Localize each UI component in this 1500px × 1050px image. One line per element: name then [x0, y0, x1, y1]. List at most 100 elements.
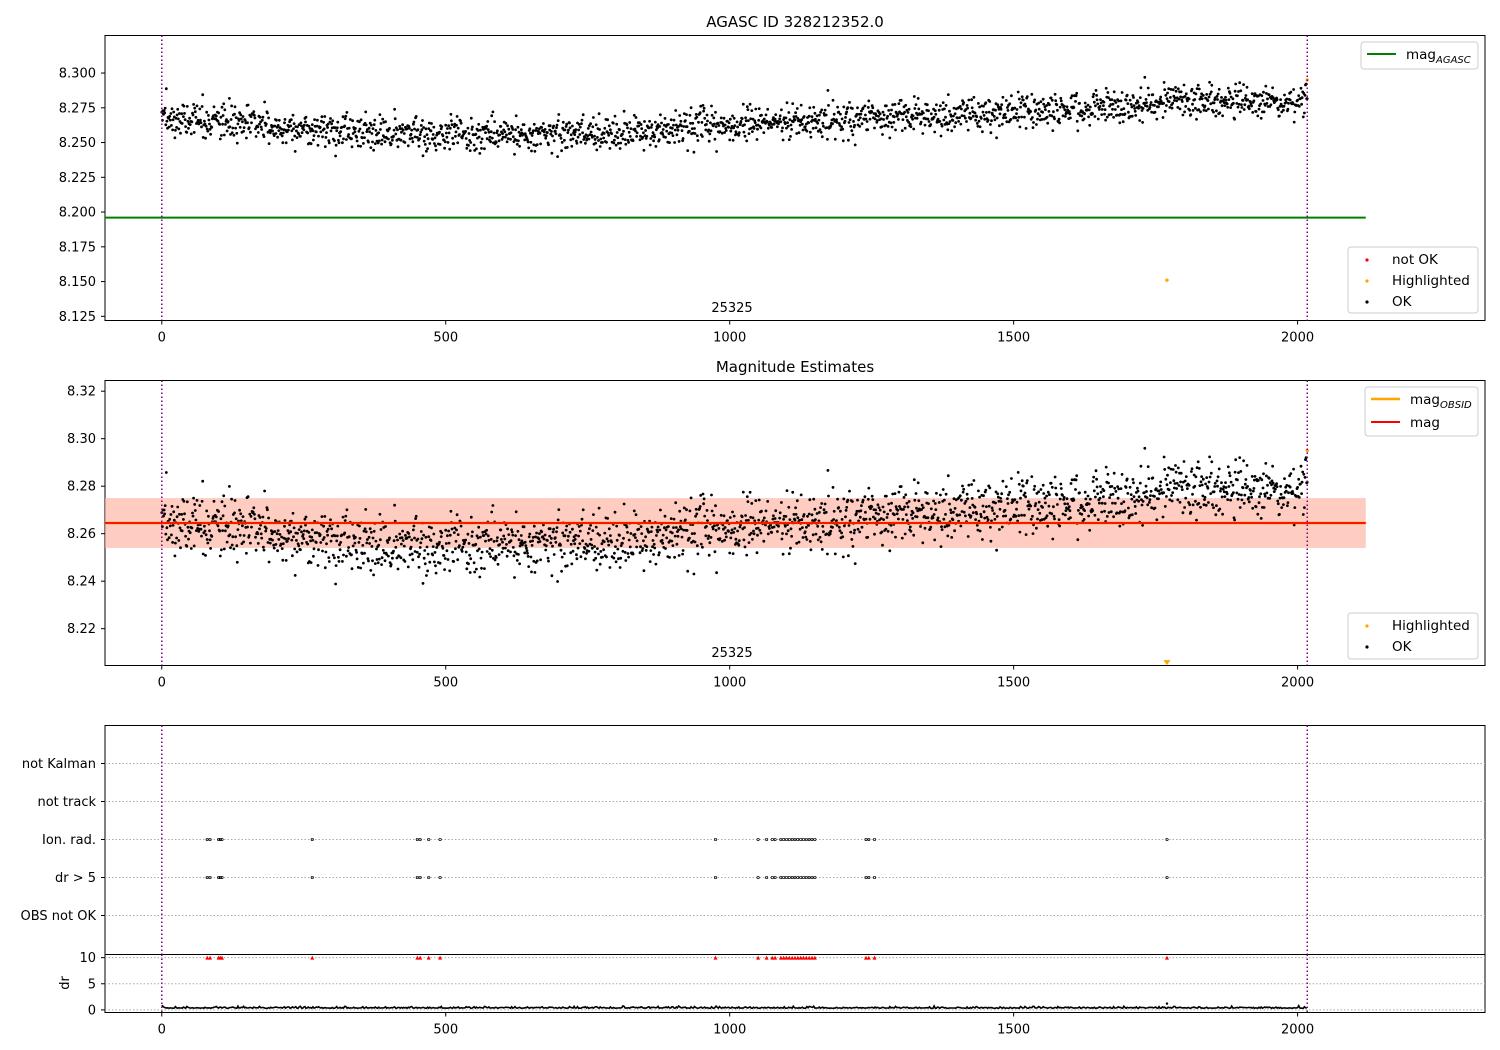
magnitude-ok-point — [984, 488, 988, 492]
agasc-ok-point — [776, 125, 779, 129]
magnitude-ok-point — [940, 525, 943, 529]
agasc-ok-point — [701, 135, 704, 138]
magnitude-ok-point — [668, 556, 671, 559]
magnitude-ok-point — [647, 530, 651, 534]
agasc-ok-point — [1063, 115, 1067, 118]
magnitude-ok-point — [249, 515, 253, 518]
magnitude-ok-point — [935, 491, 938, 495]
flag-point — [810, 875, 814, 880]
magnitude-ok-point — [1178, 500, 1182, 504]
magnitude-ok-point — [458, 544, 461, 547]
magnitude-ok-point — [1019, 489, 1023, 493]
magnitude-ok-point — [247, 534, 251, 537]
magnitude-ok-point — [859, 509, 863, 513]
agasc-ok-point — [797, 131, 801, 135]
magnitude-ok-point — [322, 536, 326, 539]
agasc-ok-point — [678, 114, 682, 117]
agasc-ok-point — [1120, 91, 1124, 94]
magnitude-ok-point — [358, 537, 362, 540]
magnitude-ok-point — [1137, 495, 1141, 499]
magnitude-ok-point — [1238, 506, 1242, 509]
agasc-ok-point — [844, 116, 847, 119]
agasc-ok-point — [188, 116, 192, 120]
agasc-ok-point — [1212, 101, 1216, 105]
magnitude-ok-point — [431, 553, 435, 557]
magnitude-ok-point — [851, 545, 855, 548]
magnitude-ok-point — [989, 525, 992, 529]
agasc-ok-point — [832, 112, 836, 116]
agasc-ok-point — [974, 118, 977, 122]
agasc-ok-point — [749, 117, 753, 121]
magnitude-ok-point — [1069, 516, 1072, 520]
magnitude-ok-point — [351, 544, 355, 548]
magnitude-ok-point — [479, 556, 483, 560]
agasc-ok-point — [164, 87, 168, 91]
magnitude-ok-point — [544, 544, 548, 548]
magnitude-ok-point — [1075, 474, 1079, 478]
agasc-ok-point — [619, 141, 623, 145]
magnitude-ok-point — [1058, 497, 1062, 501]
agasc-ok-point — [1289, 90, 1293, 94]
magnitude-ok-point — [384, 525, 387, 528]
agasc-ok-point — [680, 124, 683, 128]
agasc-ok-point — [789, 123, 793, 127]
agasc-ok-point — [819, 130, 823, 134]
agasc-ok-point — [884, 123, 888, 127]
magnitude-ok-point — [574, 533, 578, 537]
agasc-ok-point — [1063, 108, 1067, 112]
magnitude-ok-point — [230, 497, 234, 501]
magnitude-ok-point — [1132, 481, 1135, 485]
magnitude-ok-point — [1249, 492, 1253, 496]
agasc-ok-point — [627, 141, 630, 144]
agasc-ok-point — [1107, 113, 1111, 117]
agasc-ok-point — [597, 112, 601, 116]
magnitude-ok-point — [644, 535, 647, 539]
agasc-ok-point — [1163, 88, 1167, 91]
magnitude-ok-point — [291, 554, 294, 558]
magnitude-ok-point — [547, 559, 550, 563]
dr-clipped-marker — [812, 955, 817, 960]
magnitude-ok-point — [446, 534, 449, 538]
magnitude-ok-point — [824, 510, 828, 514]
agasc-ok-point — [641, 135, 645, 139]
agasc-ok-point — [358, 120, 361, 124]
agasc-ok-point — [807, 121, 810, 125]
magnitude-ok-point — [1268, 496, 1272, 500]
agasc-ok-point — [1201, 94, 1205, 97]
magnitude-ok-point — [1155, 518, 1159, 522]
agasc-ok-point — [753, 121, 757, 124]
agasc-ok-point — [740, 117, 744, 120]
agasc-ok-point — [377, 139, 381, 143]
magnitude-ok-point — [321, 549, 324, 553]
magnitude-ok-point — [1195, 518, 1198, 522]
magnitude-ok-point — [634, 536, 637, 539]
magnitude-ok-point — [249, 541, 252, 545]
magnitude-ok-point — [565, 564, 569, 568]
magnitude-ok-point — [310, 528, 314, 532]
magnitude-ok-point — [1293, 506, 1297, 509]
magnitude-ok-point — [373, 562, 377, 565]
magnitude-ok-point — [229, 546, 232, 550]
magnitude-ok-point — [642, 539, 645, 543]
agasc-ok-point — [909, 125, 913, 129]
agasc-ok-point — [728, 138, 732, 142]
magnitude-ok-point — [188, 531, 192, 535]
magnitude-ok-point — [665, 536, 669, 540]
agasc-ok-point — [1123, 112, 1127, 116]
agasc-ok-point — [1032, 121, 1035, 124]
agasc-ok-point — [785, 101, 789, 105]
agasc-ok-point — [1197, 108, 1201, 111]
agasc-ok-point — [173, 136, 177, 140]
agasc-ok-point — [886, 114, 889, 118]
magnitude-ok-point — [443, 557, 447, 560]
agasc-ok-point — [1102, 100, 1106, 104]
magnitude-ok-point — [329, 539, 333, 543]
agasc-ok-point — [1179, 90, 1183, 94]
magnitude-ok-point — [467, 562, 470, 566]
agasc-ok-point — [1091, 112, 1094, 116]
magnitude-ok-point — [329, 518, 332, 522]
agasc-ok-point — [498, 133, 502, 137]
magnitude-ok-point — [1021, 484, 1025, 488]
magnitude-ok-point — [287, 537, 290, 541]
magnitude-ok-point — [590, 546, 594, 550]
